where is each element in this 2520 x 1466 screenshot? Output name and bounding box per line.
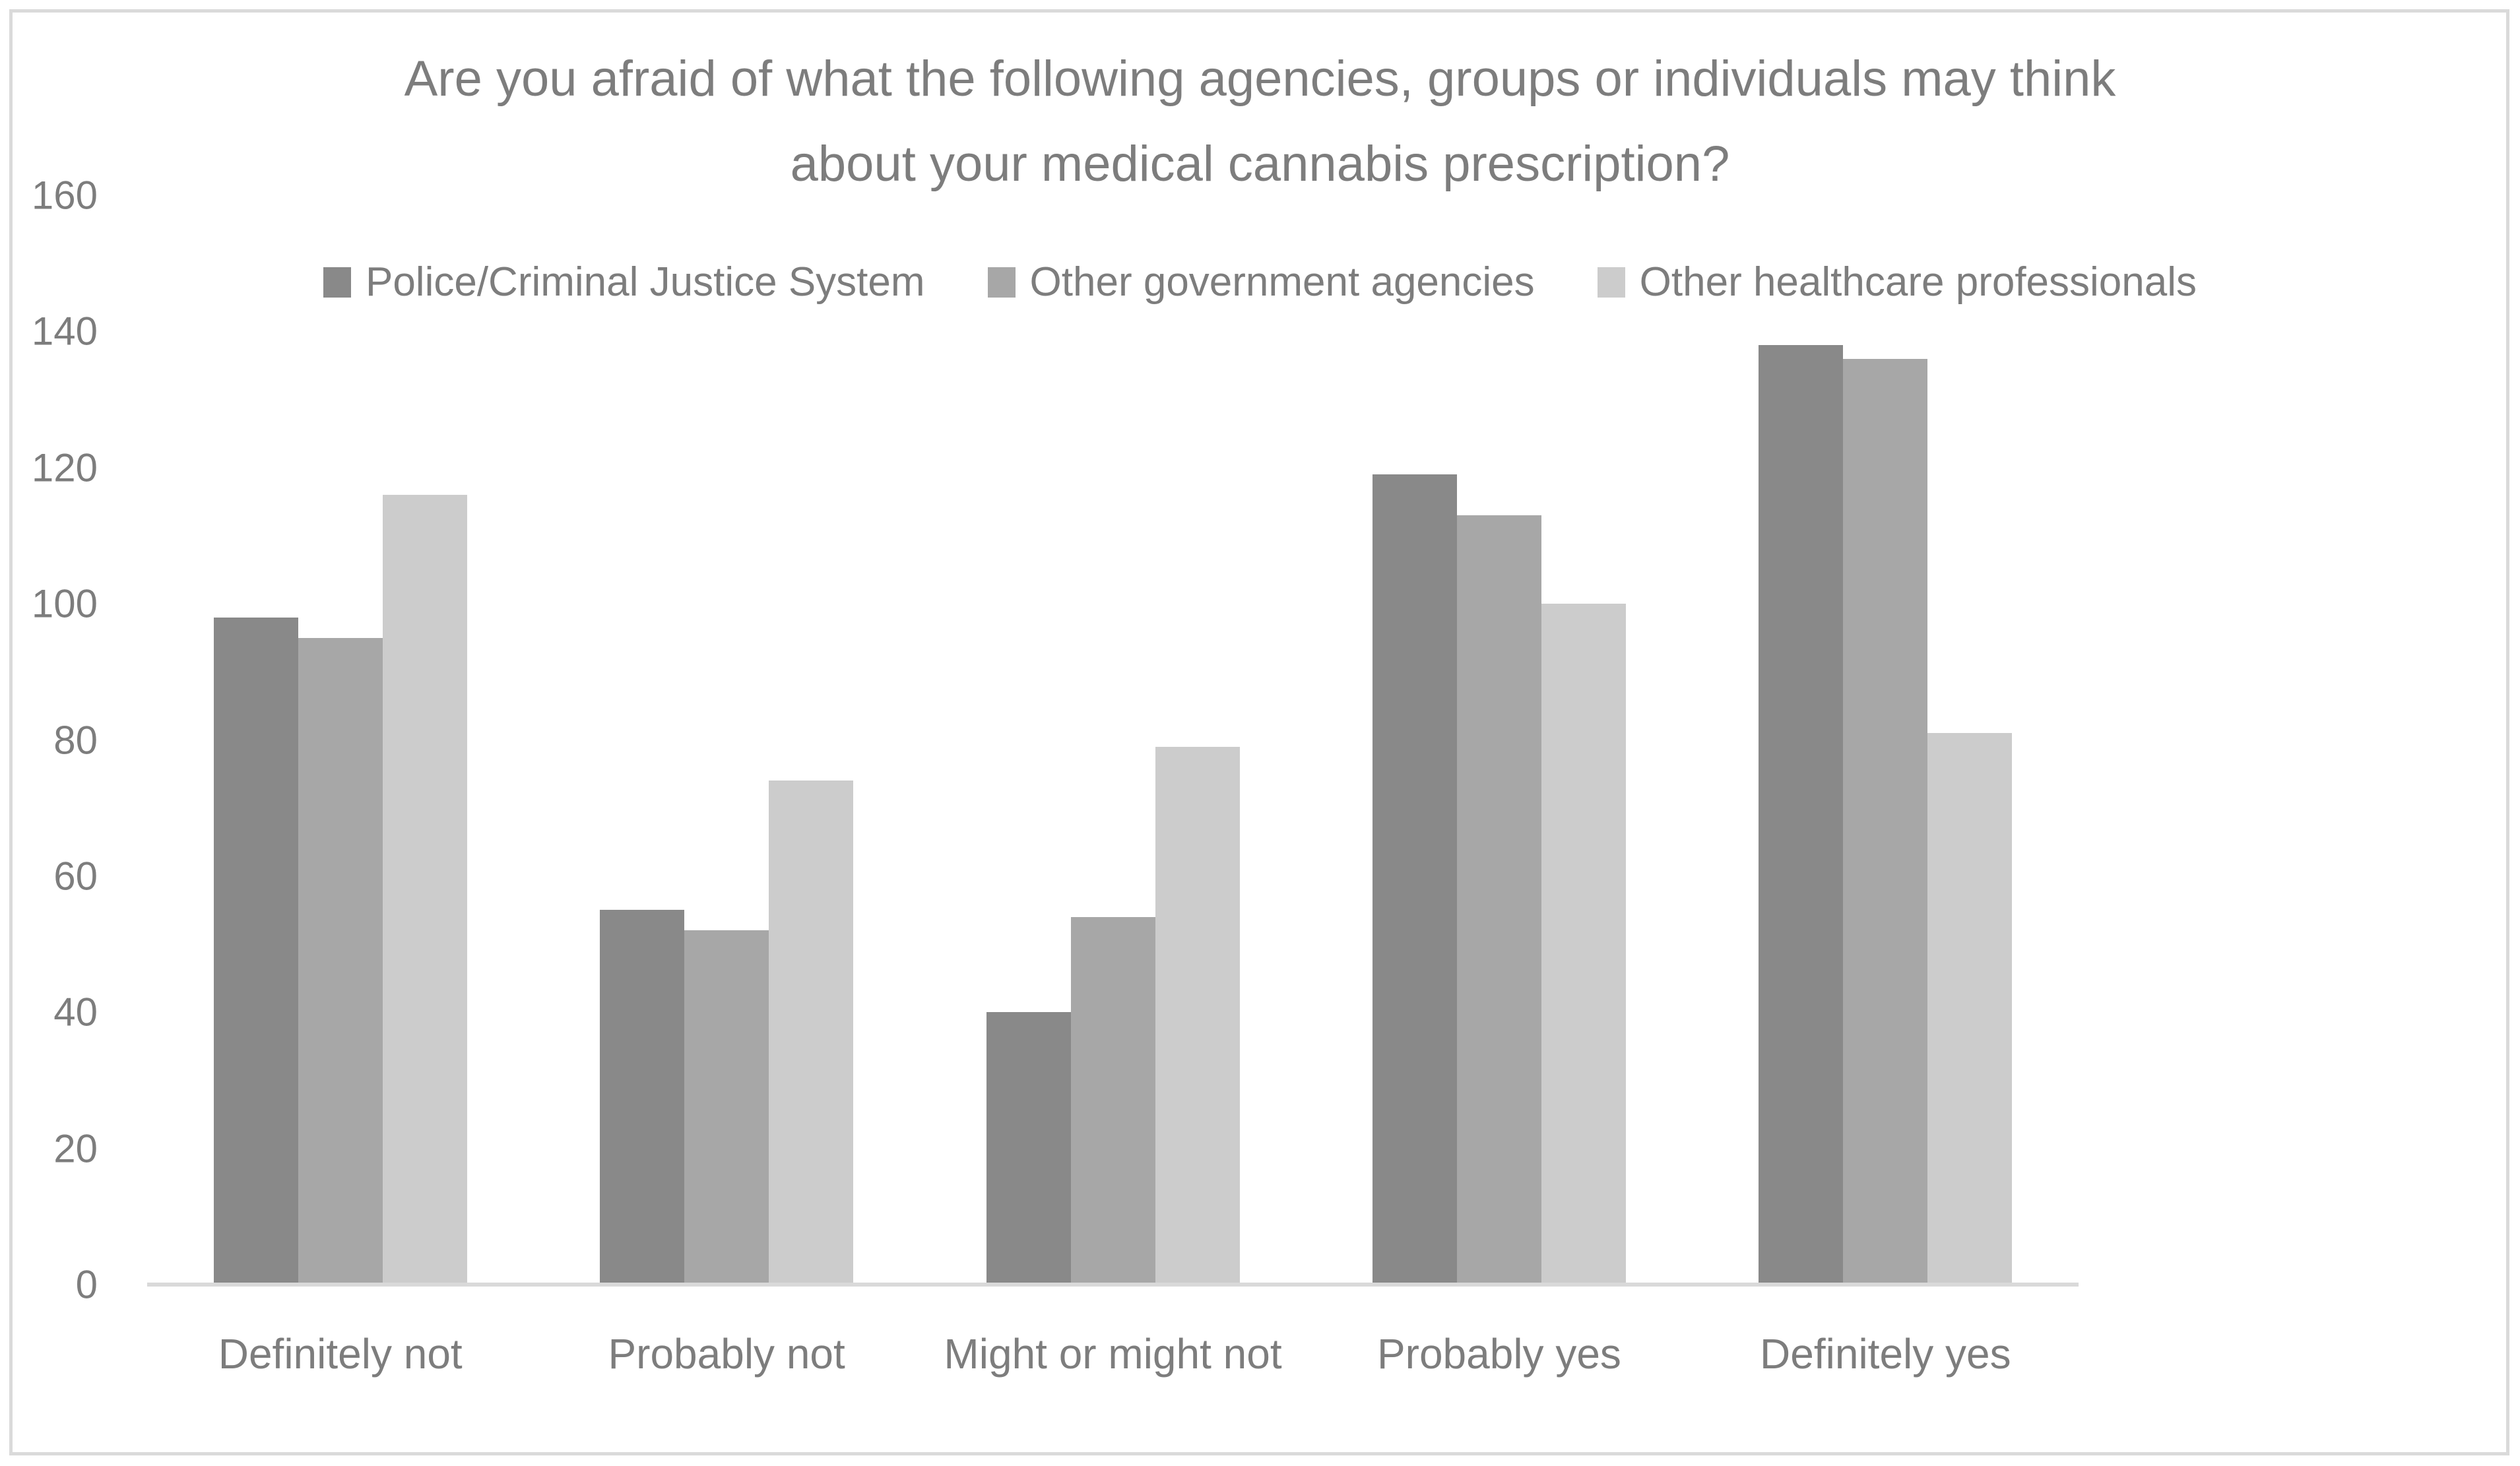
bar: [1456, 515, 1541, 1285]
bar-group: [920, 195, 1306, 1285]
x-axis-category-label: Probably not: [533, 1325, 919, 1384]
x-axis-category-text: Probably yes: [1376, 1330, 1621, 1378]
y-tick-label: 140: [31, 309, 98, 354]
y-tick-label: 0: [75, 1262, 98, 1307]
bar-group: [533, 195, 919, 1285]
bar: [1372, 474, 1457, 1285]
legend-label: Police/Criminal Justice System: [365, 259, 925, 305]
bar: [769, 781, 854, 1285]
y-tick-label: 20: [53, 1126, 98, 1171]
legend-swatch-icon: [323, 267, 351, 298]
legend-item-0: Police/Criminal Justice System: [323, 259, 925, 305]
legend-item-2: Other healthcare professionals: [1597, 259, 2197, 305]
bar-group: [1693, 195, 2079, 1285]
bar: [213, 617, 298, 1285]
legend-swatch-icon: [987, 267, 1016, 298]
bars-area: [147, 195, 2079, 1285]
bar: [986, 1012, 1071, 1285]
legend: Police/Criminal Justice System Other gove…: [0, 259, 2520, 305]
x-axis-category-text: Definitely yes: [1760, 1330, 2011, 1378]
legend-item-1: Other government agencies: [987, 259, 1535, 305]
bar: [382, 495, 467, 1285]
x-axis-line: [147, 1283, 2079, 1287]
x-axis-category-label: Might or might not: [920, 1325, 1306, 1384]
bar-group: [147, 195, 533, 1285]
bar: [1759, 345, 1844, 1285]
y-tick-label: 80: [53, 718, 98, 762]
legend-label: Other healthcare professionals: [1639, 259, 2197, 305]
bar: [1541, 604, 1626, 1285]
y-tick-label: 40: [53, 990, 98, 1035]
x-axis-category-text: Definitely not: [218, 1330, 463, 1378]
x-axis-category-label: Probably yes: [1306, 1325, 1692, 1384]
x-axis-labels: Definitely not Probably not Might or might…: [147, 1325, 2079, 1384]
bar: [600, 910, 685, 1285]
bar: [1843, 358, 1928, 1285]
chart-title: Are you afraid of what the following age…: [404, 51, 2116, 193]
legend-label: Other government agencies: [1029, 259, 1535, 305]
bar: [298, 637, 383, 1285]
y-tick-label: 100: [31, 581, 98, 626]
x-axis-category-text: Might or might not: [944, 1330, 1282, 1378]
x-axis-category-label: Definitely not: [147, 1325, 533, 1384]
bar: [1155, 746, 1240, 1285]
y-tick-label: 60: [53, 854, 98, 899]
legend-swatch-icon: [1597, 267, 1625, 298]
bar: [684, 930, 769, 1285]
y-tick-label: 120: [31, 445, 98, 490]
bar-group: [1306, 195, 1692, 1285]
x-axis-category-text: Probably not: [608, 1330, 845, 1378]
figure-border: [9, 9, 2509, 1455]
y-tick-label: 160: [31, 173, 98, 218]
x-axis-category-label: Definitely yes: [1693, 1325, 2079, 1384]
bar: [1070, 916, 1155, 1285]
bar: [1927, 733, 2013, 1285]
